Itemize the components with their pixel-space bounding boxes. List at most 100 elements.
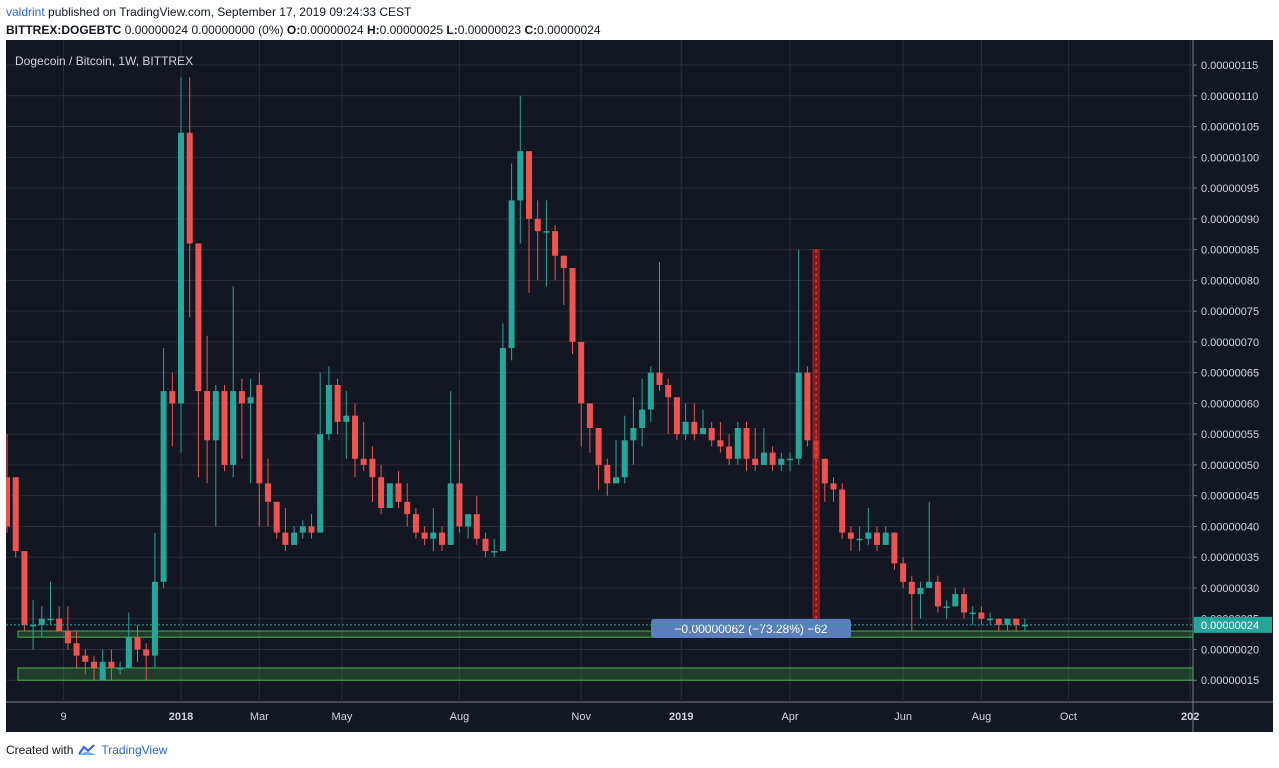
candle-up: [117, 667, 124, 670]
x-tick-label: Aug: [450, 711, 470, 723]
candle-up: [491, 551, 498, 553]
candle-up: [299, 526, 306, 533]
candle-down: [560, 255, 567, 269]
candle-down: [308, 526, 315, 533]
candle-up: [160, 391, 167, 582]
candle-up: [865, 532, 872, 539]
y-tick-label: 0.00000100: [1201, 152, 1259, 164]
y-tick-label: 0.00000115: [1201, 60, 1258, 72]
last-price: 0.00000024: [124, 23, 189, 37]
candle-down: [282, 532, 289, 545]
candle-up: [47, 618, 54, 621]
candle-down: [839, 489, 846, 533]
candle-up: [517, 151, 524, 201]
author-link[interactable]: valdrint: [6, 5, 45, 19]
candle-down: [804, 372, 811, 441]
y-tick-label: 0.00000065: [1201, 368, 1259, 380]
candle-down: [847, 532, 854, 539]
y-tick-label: 0.00000075: [1201, 306, 1259, 318]
candle-down: [265, 483, 271, 502]
price-chart[interactable]: 0.000000150.000000200.000000250.00000030…: [6, 40, 1273, 732]
candle-up: [613, 477, 619, 484]
candle-up: [499, 348, 506, 552]
candle-down: [673, 397, 680, 435]
candle-down: [708, 428, 715, 441]
y-tick-label: 0.00000045: [1201, 491, 1259, 503]
candle-up: [447, 483, 454, 545]
candle-down: [830, 483, 837, 490]
y-tick-label: 0.00000035: [1201, 552, 1259, 564]
last-price-label: 0.00000024: [1201, 620, 1259, 632]
candle-up: [125, 637, 132, 668]
price-axis-panel: [1193, 40, 1273, 732]
candle-down: [552, 231, 559, 256]
candle-up: [734, 428, 741, 459]
candle-down: [238, 391, 245, 404]
high-label: H:: [366, 23, 380, 37]
candle-up: [621, 440, 628, 478]
last-price-tag: [1194, 616, 1272, 633]
candle-up: [430, 532, 437, 539]
candle-down: [404, 501, 411, 515]
publish-info: valdrint published on TradingView.com, S…: [6, 5, 411, 19]
candle-down: [691, 421, 698, 435]
candle-down: [526, 151, 532, 219]
candle-up: [943, 606, 950, 608]
y-tick-label: 0.00000060: [1201, 398, 1259, 410]
candle-up: [647, 372, 654, 410]
x-tick-label: Apr: [781, 711, 798, 723]
low-value: 0.00000023: [457, 23, 522, 37]
candle-down: [134, 637, 141, 650]
close-value: 0.00000024: [537, 23, 601, 37]
candle-down: [717, 440, 724, 447]
candle-down: [578, 341, 585, 404]
support-zone[interactable]: [17, 630, 1194, 638]
y-tick-label: 0.00000080: [1201, 275, 1259, 287]
x-tick-label: 2018: [169, 711, 193, 723]
x-tick-label: Aug: [972, 711, 992, 723]
candle-down: [961, 594, 967, 613]
candle-down: [334, 384, 341, 422]
candle-up: [795, 372, 802, 459]
y-tick-label: 0.00000030: [1201, 583, 1259, 595]
support-zone[interactable]: [17, 667, 1194, 681]
close-label: C:: [524, 23, 538, 37]
candle-up: [882, 532, 889, 545]
candle-down: [169, 391, 176, 404]
candle-up: [386, 483, 393, 508]
candle-up: [1021, 624, 1028, 627]
candle-up: [1004, 618, 1011, 625]
candle-down: [91, 661, 97, 668]
publish-text: published on TradingView.com, September …: [48, 5, 412, 19]
candle-down: [604, 464, 611, 484]
candle-down: [82, 655, 89, 662]
y-tick-label: 0.00000090: [1201, 214, 1259, 226]
candle-up: [639, 409, 646, 429]
measure-label: −0.00000062 (−73.28%) −62: [674, 622, 827, 636]
candle-up: [247, 397, 254, 404]
candle-down: [908, 581, 915, 595]
footer: Created with TradingView: [6, 743, 167, 757]
candle-down: [456, 483, 463, 527]
candle-down: [934, 581, 941, 607]
candle-up: [508, 200, 515, 349]
candle-down: [891, 532, 898, 564]
candle-up: [343, 415, 350, 422]
candle-up: [952, 594, 959, 607]
candle-down: [73, 643, 80, 656]
candle-down: [473, 514, 480, 539]
candle-up: [317, 434, 324, 533]
candle-up: [682, 421, 689, 435]
x-tick-label: Oct: [1060, 711, 1077, 723]
candle-down: [273, 501, 280, 533]
candle-up: [778, 458, 785, 465]
y-tick-label: 0.00000105: [1201, 122, 1259, 134]
tradingview-link[interactable]: TradingView: [101, 743, 168, 757]
candle-up: [178, 132, 184, 404]
candle-down: [769, 452, 776, 465]
candle-up: [969, 612, 976, 615]
candle-up: [987, 618, 994, 621]
x-tick-label: 202: [1181, 711, 1199, 723]
candle-down: [352, 415, 358, 459]
candle-up: [38, 618, 45, 625]
